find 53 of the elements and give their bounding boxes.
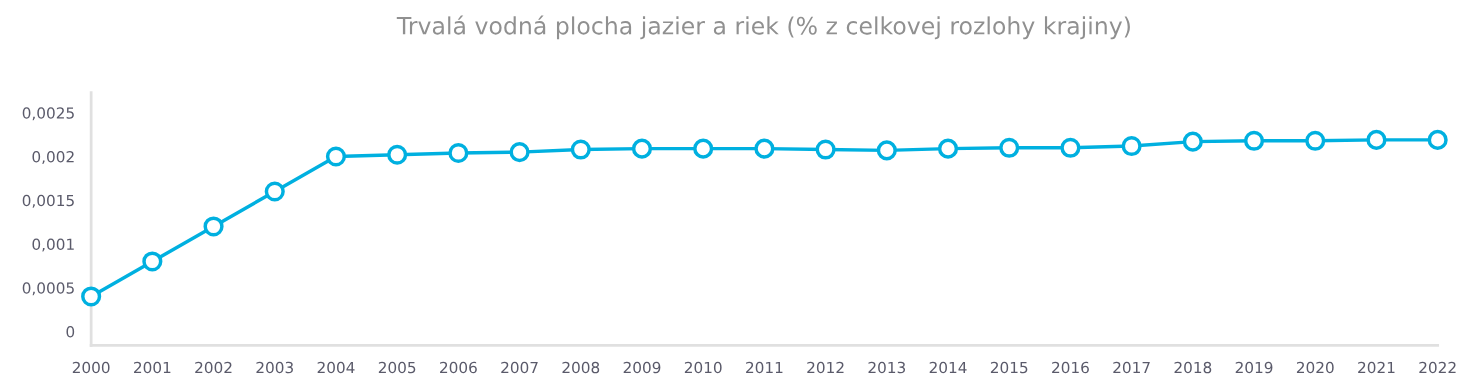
- point: [448, 142, 469, 164]
- x-tick-label: 2016: [1052, 361, 1089, 374]
- point: [1427, 129, 1448, 150]
- x-tick-label: 2008: [562, 361, 600, 374]
- x-tick-label: 2019: [1235, 361, 1273, 374]
- x-tick-label: 2000: [72, 361, 110, 374]
- point: [876, 140, 897, 161]
- x-tick-label: 2021: [1358, 361, 1395, 374]
- point: [387, 144, 408, 165]
- x-tick-label: 2018: [1174, 361, 1212, 374]
- x-tick-label: 2011: [746, 361, 783, 374]
- x-tick-label: 2005: [378, 361, 416, 374]
- x-tick-label: 2010: [684, 361, 722, 374]
- point: [142, 251, 163, 272]
- point: [1305, 130, 1326, 151]
- point: [570, 139, 591, 160]
- y-tick-label: 0,002: [32, 150, 74, 165]
- point: [693, 138, 714, 159]
- point: [203, 216, 224, 237]
- chart-title: Trvalá vodná plocha jazier a riek (% z celkovej rozlohy krajiny): [396, 15, 1130, 40]
- y-tick-label: 0,0025: [22, 107, 74, 121]
- y-tick-label: 0,0005: [22, 282, 74, 296]
- x-tick-label: 2013: [868, 361, 906, 374]
- x-tick-label: 2014: [929, 361, 967, 374]
- point: [815, 139, 836, 160]
- point: [999, 137, 1020, 158]
- x-tick-label: 2009: [623, 361, 661, 374]
- point: [631, 138, 653, 159]
- x-tick-label: 2022: [1419, 361, 1456, 374]
- point: [937, 138, 959, 159]
- point: [325, 146, 347, 167]
- point: [264, 181, 285, 202]
- y-tick-label: 0,0015: [22, 194, 74, 208]
- x-tick-label: 2017: [1113, 361, 1150, 374]
- point: [81, 286, 102, 307]
- y-tick-label: 0,001: [32, 238, 74, 252]
- x-tick-label: 2015: [990, 361, 1028, 374]
- x-tick-label: 2007: [501, 361, 538, 374]
- point: [1060, 137, 1081, 158]
- x-tick-label: 2006: [440, 361, 477, 374]
- point: [1366, 129, 1387, 150]
- x-tick-label: 2003: [256, 361, 293, 374]
- y-tick-label: 0: [66, 325, 75, 338]
- point: [1243, 130, 1265, 151]
- point: [509, 142, 530, 163]
- x-tick-label: 2020: [1296, 361, 1334, 374]
- x-tick-label: 2002: [195, 361, 232, 374]
- point: [1182, 131, 1203, 152]
- x-tick-label: 2004: [317, 361, 355, 374]
- point: [1121, 135, 1142, 157]
- x-tick-label: 2012: [807, 361, 844, 374]
- x-tick-label: 2001: [134, 361, 171, 374]
- point: [754, 138, 775, 159]
